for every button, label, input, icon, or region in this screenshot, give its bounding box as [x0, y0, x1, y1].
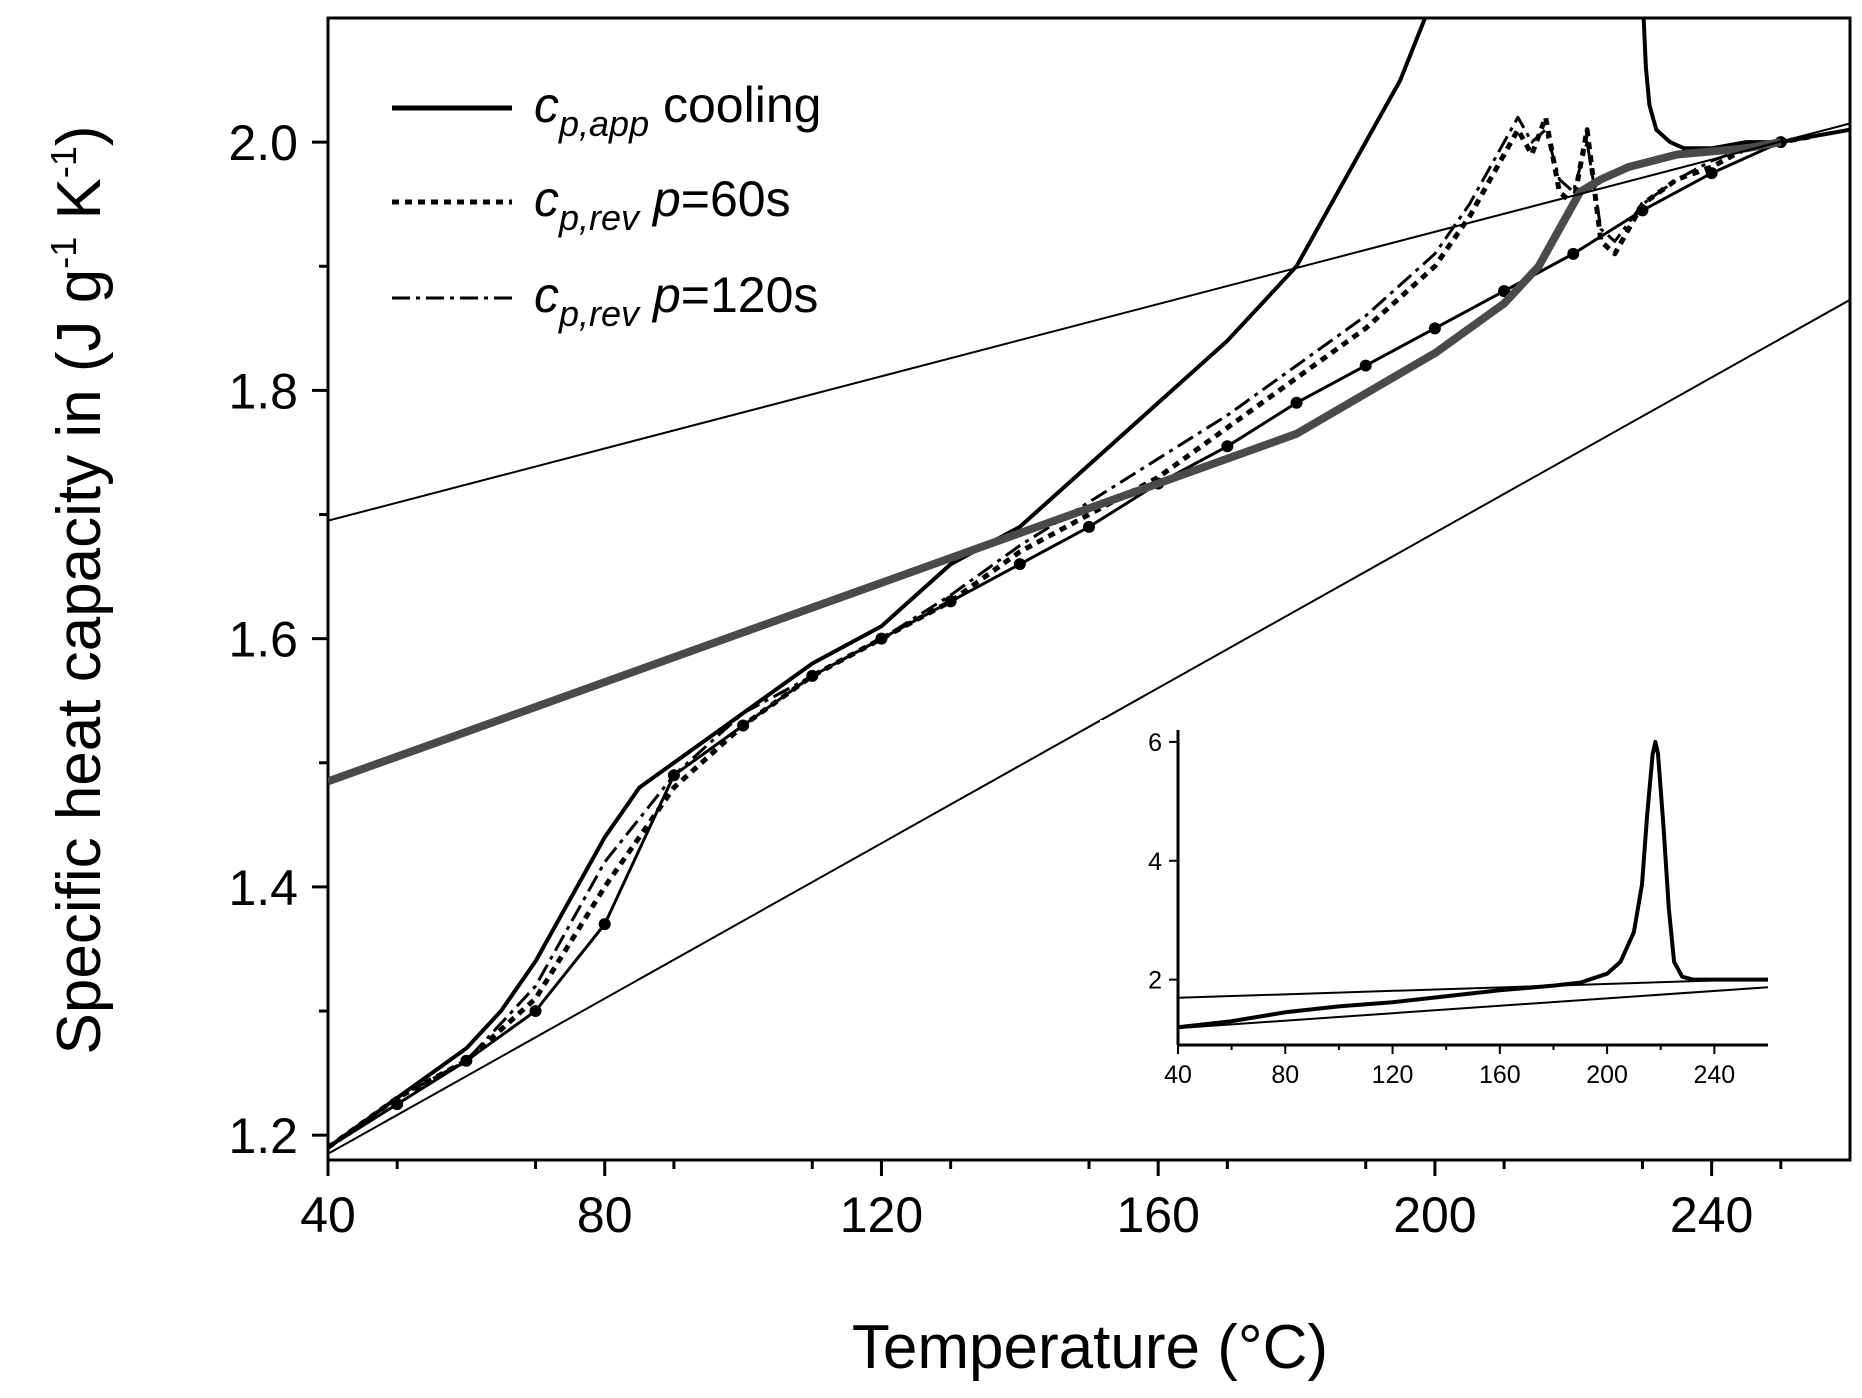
series-line-c-p-app-cooling-after-peak: [1641, 18, 1850, 151]
inset-y-tick-label: 4: [1148, 848, 1162, 876]
legend-entry-1: cp,app cooling: [534, 77, 821, 144]
series-marker-6: [737, 719, 750, 732]
legend-entry-3-subscript: p,rev: [558, 293, 641, 334]
series-marker-13: [1221, 440, 1234, 453]
y-tick-label: 1.2: [228, 1108, 298, 1164]
y-axis-title: Specific heat capacity in (J g-1 K-1): [43, 126, 114, 1055]
x-tick-label: 160: [1116, 1187, 1199, 1243]
series-marker-3: [529, 1005, 542, 1018]
inset-background: [1100, 720, 1790, 1065]
series-marker-5: [667, 769, 680, 782]
series-marker-16: [1428, 322, 1441, 335]
series-marker-14: [1290, 396, 1303, 409]
series-line-c-p-rev-p-60s: [328, 114, 1816, 1150]
legend-entry-2-rest: =60s: [681, 171, 791, 227]
y-axis-title-exp1: -1: [43, 237, 84, 269]
inset-chart: 40 80 120 160 200 240 2 4 6: [1100, 720, 1790, 1089]
series-layer: [328, 18, 1850, 1155]
series-marker-15: [1359, 359, 1372, 372]
inset-x-tick-label: 200: [1586, 1061, 1628, 1089]
series-line-thick-gray-curve: [328, 138, 1782, 786]
legend-entry-1-subscript: p,app: [558, 103, 649, 144]
x-tick-label: 120: [840, 1187, 923, 1243]
series-marker-10: [1013, 558, 1026, 571]
inset-x-tick-label: 40: [1164, 1061, 1192, 1089]
inset-x-tick-label: 120: [1372, 1061, 1414, 1089]
x-tick-label: 80: [577, 1187, 633, 1243]
y-tick-label: 1.4: [228, 860, 298, 916]
series-marker-18: [1567, 247, 1580, 260]
legend-entry-1-rest: cooling: [649, 77, 821, 133]
y-axis-title-end: ): [45, 126, 114, 147]
series-marker-19: [1636, 204, 1649, 217]
legend-entry-2-subscript: p,rev: [558, 197, 641, 238]
inset-x-tick-label: 80: [1271, 1061, 1299, 1089]
legend-entry-2: cp,rev p=60s: [534, 171, 791, 238]
series-marker-4: [598, 918, 611, 931]
inset-y-tick-label: 6: [1148, 729, 1162, 757]
inset-x-tick-label: 160: [1479, 1061, 1521, 1089]
legend-entry-2-symbol: c: [534, 171, 559, 227]
inset-series-layer: [1177, 739, 1769, 1030]
inset-ticks-layer: 40 80 120 160 200 240 2 4 6: [1148, 729, 1735, 1089]
series-line-lower-tangent-line: [328, 298, 1850, 1155]
inset-y-tick-label: 2: [1148, 967, 1162, 995]
series-marker-9: [944, 595, 957, 608]
series-marker-7: [806, 669, 819, 682]
series-marker-8: [875, 632, 888, 645]
y-axis-title-mid: K: [45, 178, 114, 237]
y-tick-label: 1.6: [228, 612, 298, 668]
legend-entry-2-ital: p: [639, 171, 681, 227]
x-axis-title: Temperature (°C): [852, 1313, 1328, 1382]
legend-entry-3: cp,rev p=120s: [534, 267, 818, 334]
legend-entry-3-symbol: c: [534, 267, 559, 323]
series-marker-2: [460, 1054, 473, 1067]
series-line-c-p-app-cooling: [328, 18, 1428, 1150]
legend: cp,app cooling cp,rev p=60s cp,rev p=120…: [392, 77, 821, 334]
series-line-baseline-fit-dots: [328, 140, 1782, 1149]
x-tick-label: 40: [300, 1187, 356, 1243]
series-marker-20: [1705, 167, 1718, 180]
inset-x-tick-label: 240: [1694, 1061, 1736, 1089]
inset-line-inset-c-p-app: [1177, 739, 1768, 1030]
inset-line-inset-upper-tangent: [1177, 977, 1769, 999]
series-marker-11: [1083, 520, 1095, 533]
legend-entry-1-symbol: c: [534, 77, 559, 133]
x-tick-label: 240: [1670, 1187, 1753, 1243]
y-axis-title-exp2: -1: [43, 146, 84, 178]
legend-entry-3-rest: =120s: [681, 267, 819, 323]
y-tick-label: 1.8: [228, 363, 298, 419]
series-line-upper-tangent-line: [328, 122, 1850, 522]
inset-line-inset-lower-tangent: [1177, 986, 1769, 1030]
series-marker-17: [1498, 285, 1511, 298]
y-tick-label: 2.0: [228, 115, 298, 171]
legend-entry-3-ital: p: [639, 267, 681, 323]
series-marker-1: [391, 1098, 404, 1111]
x-tick-label: 200: [1393, 1187, 1476, 1243]
y-axis-title-main: Specific heat capacity in (J g: [45, 269, 114, 1055]
